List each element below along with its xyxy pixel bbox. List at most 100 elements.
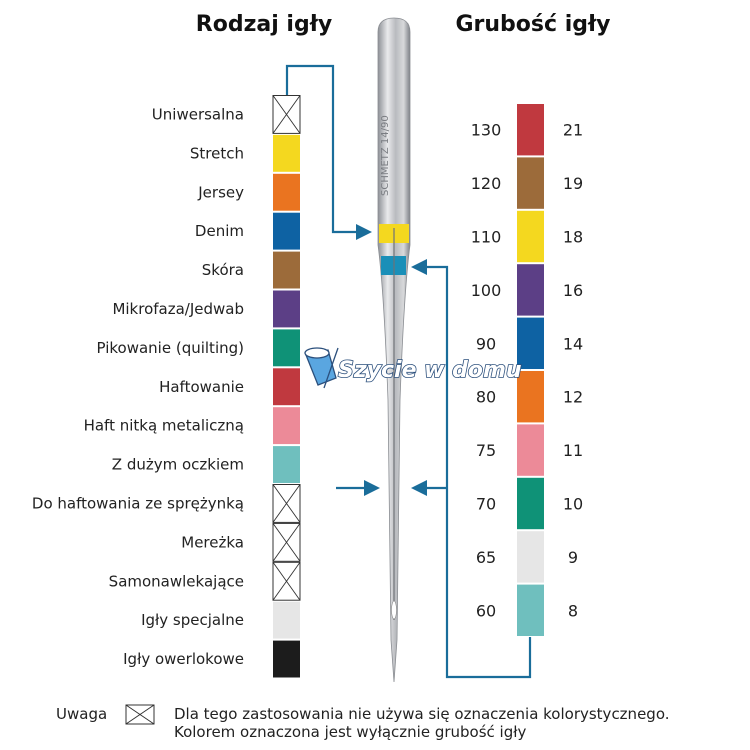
arrow-left-icon <box>411 480 427 496</box>
needle-type-row: Igły owerlokowe <box>123 640 300 678</box>
needle-size-swatch <box>517 424 544 476</box>
needle-type-swatch <box>273 640 300 678</box>
arrow-right-icon <box>356 224 372 240</box>
needle-type-swatch <box>273 134 300 172</box>
needle-type-swatch <box>273 173 300 211</box>
needle-type-label: Haftowanie <box>159 378 244 396</box>
metric-size-label: 70 <box>476 495 496 514</box>
heading-needle-type: Rodzaj igły <box>196 12 332 37</box>
needle-size-swatch <box>517 264 544 316</box>
needle-size-row: 130 21 <box>471 104 583 156</box>
us-size-label: 18 <box>563 228 583 247</box>
crossed-box-icon <box>272 484 301 523</box>
note-line-1: Dla tego zastosowania nie używa się ozna… <box>174 705 670 723</box>
needle-type-label: Z dużym oczkiem <box>112 456 244 474</box>
arrow-left-icon <box>411 259 427 275</box>
needle-type-label: Mikrofaza/Jedwab <box>112 300 244 318</box>
needle-size-swatch <box>517 210 544 263</box>
needle-type-label: Mereżka <box>181 533 244 551</box>
thread-spool-icon <box>304 347 339 389</box>
metric-size-label: 110 <box>471 228 502 247</box>
metric-size-label: 100 <box>471 281 502 300</box>
needle-type-swatch <box>273 212 300 250</box>
us-size-label: 14 <box>563 334 583 353</box>
needle-illustration: SCHMETZ 14/90 <box>377 17 411 683</box>
watermark-text: Szycie w domu <box>338 358 522 383</box>
needle-type-label: Samonawlekające <box>109 572 244 590</box>
us-size-label: 8 <box>568 601 578 620</box>
needle-type-row: Igły specjalne <box>141 601 300 639</box>
needle-type-swatch <box>273 251 300 289</box>
needle-size-row: 80 12 <box>476 371 583 423</box>
needle-size-swatch <box>517 371 544 423</box>
watermark-logo: Szycie w domu <box>304 347 522 389</box>
crossed-box-icon <box>125 704 155 725</box>
needle-type-swatch <box>273 329 300 367</box>
needle-type-swatch <box>273 446 300 483</box>
metric-size-label: 120 <box>471 174 502 193</box>
us-size-label: 19 <box>563 174 583 193</box>
needle-type-row: Mikrofaza/Jedwab <box>112 290 300 328</box>
needle-type-row: Mereżka <box>181 522 301 562</box>
metric-size-label: 75 <box>476 441 496 460</box>
needle-type-column: Uniwersalna Stretch Jersey Denim Skóra Mikrof… <box>32 95 301 678</box>
needle-type-row: Samonawlekające <box>109 561 301 601</box>
needle-size-row: 110 18 <box>471 210 583 263</box>
needle-size-swatch <box>517 477 544 530</box>
needle-type-row: Uniwersalna <box>152 95 301 134</box>
connector-lines <box>285 64 532 679</box>
metric-size-label: 80 <box>476 388 496 407</box>
metric-size-label: 60 <box>476 601 496 620</box>
needle-size-swatch <box>517 104 544 156</box>
needle-type-row: Do haftowania ze sprężynką <box>32 484 301 523</box>
needle-size-row: 120 19 <box>471 157 583 209</box>
needle-type-swatch <box>273 290 300 328</box>
metric-size-label: 130 <box>471 121 502 140</box>
needle-size-swatch <box>517 317 544 369</box>
needle-type-label: Igły owerlokowe <box>123 650 244 668</box>
needle-type-row: Skóra <box>202 251 300 289</box>
needle-size-row: 100 16 <box>471 264 583 316</box>
needle-type-label: Do haftowania ze sprężynką <box>32 494 244 512</box>
needle-type-label: Stretch <box>190 144 244 162</box>
crossed-box-icon <box>272 561 301 601</box>
crossed-box-icon <box>272 95 301 134</box>
note-line-2: Kolorem oznaczona jest wyłącznie grubość… <box>174 723 526 741</box>
us-size-label: 21 <box>563 121 583 140</box>
metric-size-label: 65 <box>476 548 496 567</box>
crossed-box-icon <box>272 522 301 562</box>
needle-size-row: 65 9 <box>476 531 578 583</box>
needle-type-row: Haftowanie <box>159 368 300 406</box>
needle-type-label: Uniwersalna <box>152 105 244 123</box>
heading-needle-size: Grubość igły <box>455 12 610 37</box>
needle-type-row: Haft nitką metaliczną <box>84 407 300 445</box>
needle-type-row: Pikowanie (quilting) <box>97 329 300 367</box>
needle-type-label: Denim <box>195 222 244 240</box>
needle-size-swatch <box>517 584 544 636</box>
needle-type-row: Z dużym oczkiem <box>112 446 300 483</box>
needle-eye <box>391 600 397 620</box>
needle-type-label: Igły specjalne <box>141 611 244 629</box>
us-size-label: 9 <box>568 548 578 567</box>
needle-size-swatch <box>517 531 544 583</box>
metric-size-label: 90 <box>476 334 496 353</box>
needle-type-row: Stretch <box>190 134 300 172</box>
needle-type-row: Denim <box>195 212 300 250</box>
needle-type-label: Pikowanie (quilting) <box>97 339 245 357</box>
arrow-right-icon <box>364 480 380 496</box>
us-size-label: 16 <box>563 281 583 300</box>
needle-type-swatch <box>273 601 300 639</box>
needle-type-label: Haft nitką metaliczną <box>84 417 244 435</box>
us-size-label: 11 <box>563 441 583 460</box>
needle-size-row: 75 11 <box>476 424 583 476</box>
needle-engraving: SCHMETZ 14/90 <box>380 115 391 196</box>
needle-size-row: 90 14 <box>476 317 583 369</box>
needle-type-label: Skóra <box>202 261 244 279</box>
needle-type-swatch <box>273 368 300 406</box>
needle-size-swatch <box>517 157 544 209</box>
needle-size-row: 70 10 <box>476 477 583 530</box>
note-label: Uwaga <box>56 705 107 723</box>
needle-size-row: 60 8 <box>476 584 578 636</box>
